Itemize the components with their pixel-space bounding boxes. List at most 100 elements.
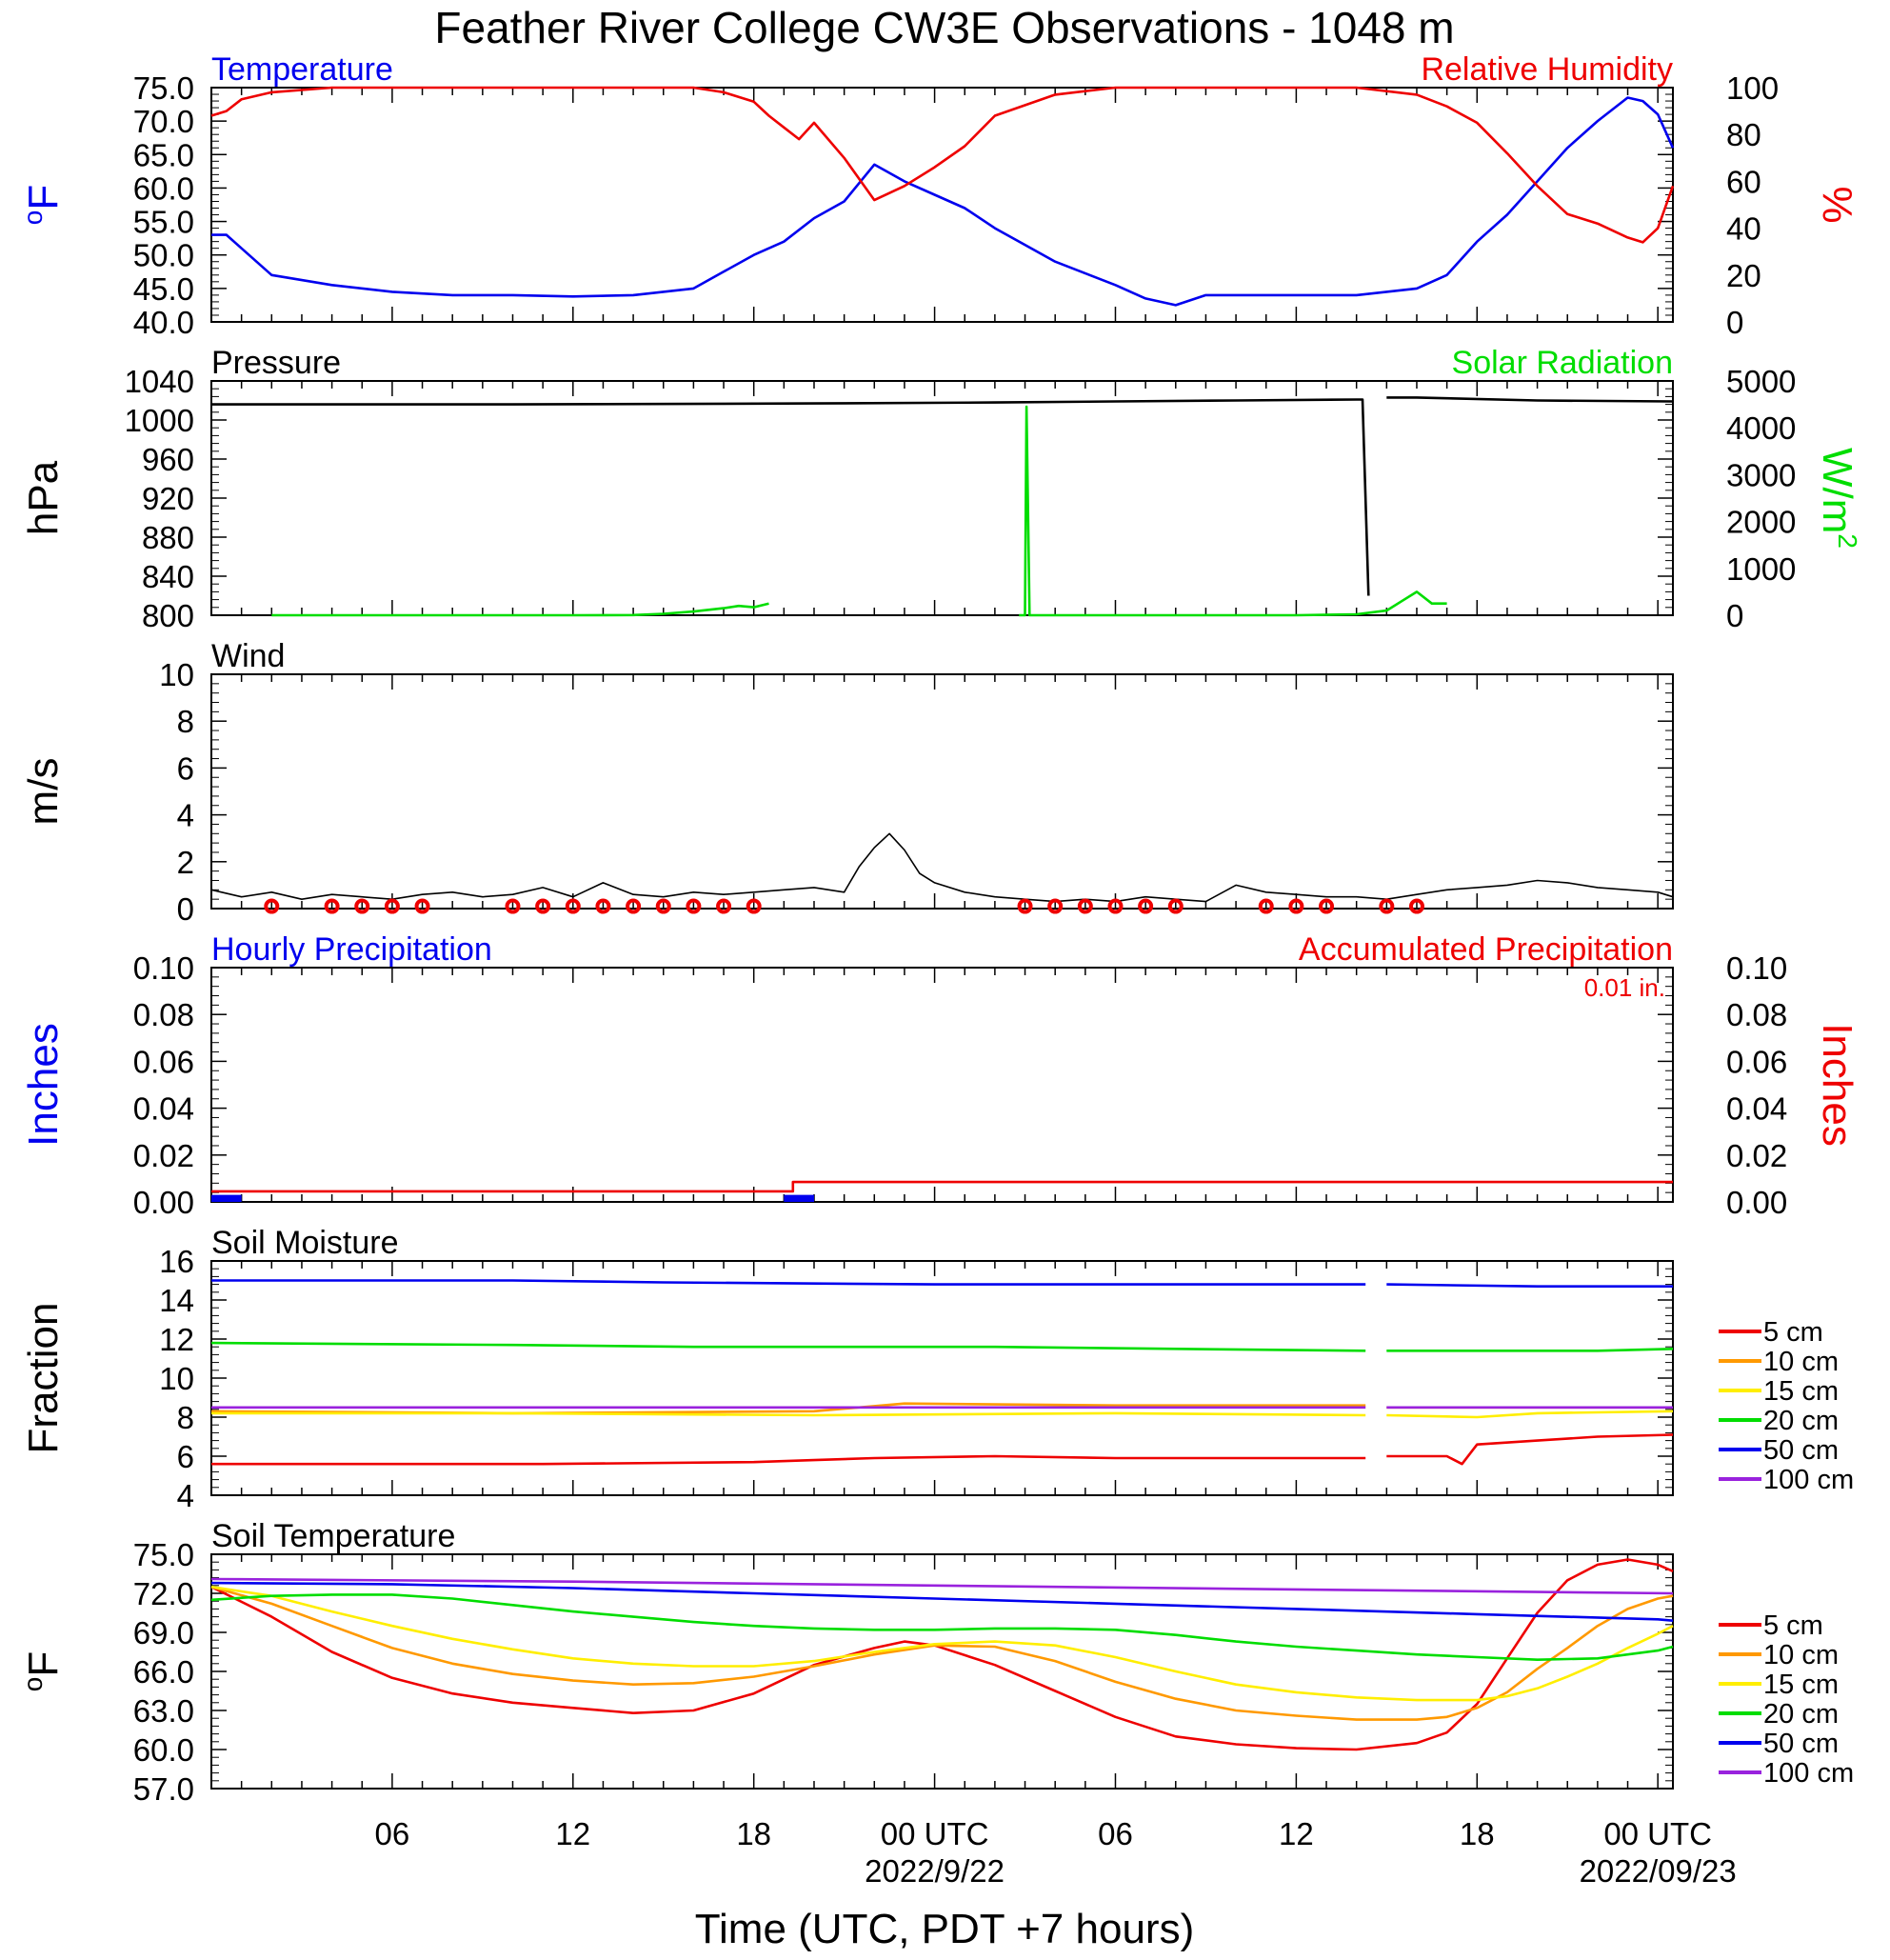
- calm-wind-marker: [384, 898, 400, 914]
- y-right-tick-label: 0.00: [1726, 1185, 1787, 1220]
- y-tick-label: 0.10: [133, 950, 194, 986]
- panel-temp_rh: 40.045.050.055.060.065.070.075.0 0 20 40 60 8…: [18, 51, 1860, 340]
- y-right-tick-label: 2000: [1726, 505, 1796, 540]
- precip-note: 0.01 in.: [1584, 973, 1665, 1002]
- y-tick-label: 75.0: [133, 70, 194, 106]
- legend-label: 10 cm: [1763, 1347, 1839, 1377]
- series-line-pressure: [211, 398, 1370, 596]
- y-right-axis-label: %: [1814, 186, 1860, 223]
- calm-wind-marker: [324, 898, 340, 914]
- y-tick-label: 1000: [125, 403, 194, 438]
- calm-wind-marker: [1047, 898, 1064, 914]
- series-line-solar-radiation: [271, 602, 769, 617]
- calm-wind-marker: [565, 898, 581, 914]
- panel-soil_temp: 57.060.063.066.0 69.0 72.0 75.0 Soil Tempera…: [18, 1518, 1854, 1807]
- y-right-tick-label: 0.08: [1726, 997, 1787, 1032]
- y-tick-label: 69.0: [133, 1615, 194, 1650]
- panel-left-title: Pressure: [211, 345, 341, 381]
- series-line-100-cm: [210, 1577, 1674, 1595]
- y-right-tick-label: 0.06: [1726, 1044, 1787, 1079]
- legend-label: 15 cm: [1763, 1376, 1839, 1407]
- y-tick-label: 6: [177, 750, 194, 786]
- y-tick-label: 4: [177, 798, 194, 833]
- y-right-tick-label: 40: [1726, 211, 1761, 247]
- calm-wind-marker: [1167, 898, 1184, 914]
- calm-wind-marker: [1077, 898, 1093, 914]
- panel-left-title: Temperature: [211, 51, 393, 88]
- y-tick-label: 75.0: [133, 1537, 194, 1572]
- x-tick-label: 00 UTC: [1603, 1816, 1712, 1851]
- calm-wind-marker: [595, 898, 611, 914]
- calm-wind-marker: [1319, 898, 1335, 914]
- y-tick-label: 65.0: [133, 137, 194, 172]
- legend-label: 50 cm: [1763, 1435, 1839, 1466]
- calm-wind-marker: [626, 898, 642, 914]
- x-tick-label: 06: [375, 1816, 410, 1851]
- calm-wind-marker: [535, 898, 551, 914]
- y-tick-label: 6: [177, 1439, 194, 1474]
- series-line-5-cm: [210, 1558, 1674, 1751]
- y-tick-label: 840: [142, 559, 194, 594]
- calm-wind-marker: [1258, 898, 1274, 914]
- legend-label: 15 cm: [1763, 1670, 1839, 1700]
- y-tick-label: 60.0: [133, 170, 194, 206]
- series-line-5-cm-b: [1386, 1433, 1674, 1466]
- calm-wind-marker: [1379, 898, 1395, 914]
- y-axis-label: Inches: [20, 1023, 67, 1147]
- y-axis-label: oF: [18, 185, 67, 225]
- calm-wind-marker: [1288, 898, 1304, 914]
- y-right-tick-label: 60: [1726, 164, 1761, 199]
- panel-precip: 0.00 0.02 0.04 0.06 0.08 0.10 0.00 0.02 0.04 0.06…: [20, 931, 1860, 1220]
- y-tick-label: 60.0: [133, 1732, 194, 1768]
- calm-wind-marker: [1138, 898, 1154, 914]
- x-tick-label: 06: [1098, 1816, 1133, 1851]
- series-line-20-cm-b: [1386, 1348, 1674, 1352]
- legend-label: 10 cm: [1763, 1640, 1839, 1670]
- y-right-tick-label: 4000: [1726, 410, 1796, 446]
- series-line-pressure-cont-: [1386, 396, 1674, 403]
- hourly-precip-bar: [784, 1194, 814, 1202]
- series-line-50-cm: [210, 1581, 1674, 1622]
- y-right-tick-label: 0: [1726, 305, 1743, 340]
- x-tick-label: 18: [736, 1816, 771, 1851]
- y-tick-label: 14: [159, 1283, 194, 1318]
- series-line-50-cm: [211, 1279, 1366, 1286]
- calm-wind-marker: [746, 898, 762, 914]
- y-right-tick-label: 0: [1726, 598, 1743, 633]
- y-tick-label: 800: [142, 598, 194, 633]
- y-right-tick-label: 1000: [1726, 551, 1796, 587]
- y-tick-label: 880: [142, 520, 194, 555]
- plot-frame: [210, 87, 1674, 323]
- panel-right-title: Solar Radiation: [1452, 345, 1673, 381]
- legend-label: 100 cm: [1763, 1465, 1854, 1495]
- series-line-5-cm: [211, 1454, 1366, 1466]
- plot-frame: [210, 673, 1674, 910]
- y-tick-label: 0.06: [133, 1044, 194, 1079]
- y-tick-label: 50.0: [133, 238, 194, 273]
- panel-left-title: Soil Temperature: [211, 1518, 455, 1554]
- calm-wind-marker: [1017, 898, 1033, 914]
- x-tick-date: 2022/9/22: [865, 1853, 1005, 1889]
- y-tick-label: 8: [177, 1400, 194, 1435]
- panel-left-title: Wind: [211, 638, 285, 674]
- y-axis-label: m/s: [20, 758, 67, 826]
- y-tick-label: 40.0: [133, 305, 194, 340]
- y-tick-label: 66.0: [133, 1654, 194, 1690]
- series-line-relative-humidity: [210, 86, 1675, 244]
- y-tick-label: 920: [142, 481, 194, 516]
- y-tick-label: 4: [177, 1478, 194, 1513]
- y-tick-label: 57.0: [133, 1771, 194, 1807]
- series-line-15-cm-b: [1386, 1410, 1674, 1419]
- y-tick-label: 8: [177, 704, 194, 739]
- y-tick-label: 0.00: [133, 1185, 194, 1220]
- y-axis-label: oF: [18, 1651, 67, 1691]
- y-tick-label: 10: [159, 1361, 194, 1396]
- x-tick-date: 2022/09/23: [1580, 1853, 1737, 1889]
- y-tick-label: 45.0: [133, 271, 194, 307]
- series-line-10-cm: [210, 1585, 1674, 1721]
- y-right-tick-label: 0.10: [1726, 950, 1787, 986]
- panel-pressure_solar: 800 840 880 920 960 1000 1040 0 1000 2000 3000 4000…: [20, 345, 1862, 633]
- x-tick-label: 12: [1279, 1816, 1314, 1851]
- y-right-tick-label: 100: [1726, 70, 1779, 106]
